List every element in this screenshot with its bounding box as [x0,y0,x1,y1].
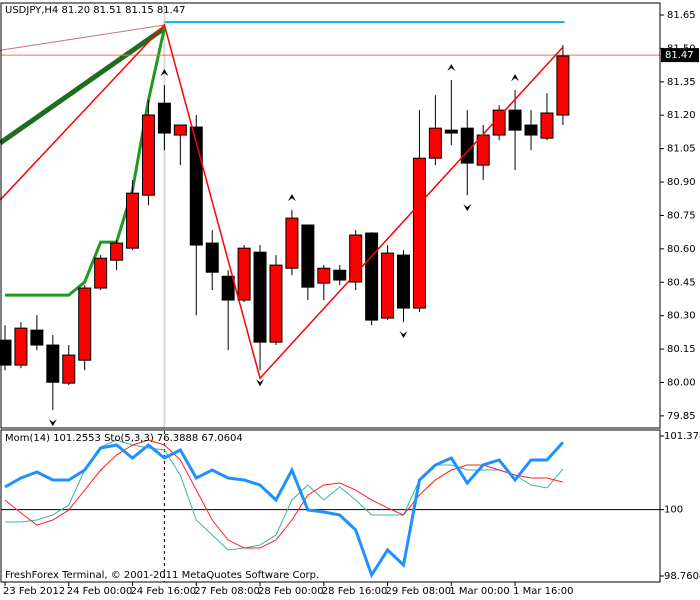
y-tick-label: 80.45 [667,277,696,288]
y-tick-label: 98.7604 [664,571,700,582]
candle-body [141,114,155,196]
candle-body [285,217,299,269]
y-tick-label: 100 [664,505,683,516]
x-tick-label: 28 Feb 00:00 [258,586,324,597]
candle-body [253,251,267,343]
bid-label: 81.47 [665,50,694,61]
candle-body [269,264,283,343]
candle-body [110,242,124,261]
trend-line [0,26,166,146]
fractal-down [463,204,472,212]
candle-body [62,354,76,384]
candle-body [221,275,235,301]
y-tick-label: 81.20 [667,110,696,121]
candle-body [173,124,187,136]
candle-body [94,257,108,289]
zigzag-line [0,23,564,380]
candle-body [237,247,251,301]
candle-body [317,267,331,284]
candle-body [205,242,219,273]
candle-body [157,102,171,134]
fractal-up [287,194,296,202]
y-tick-label: 80.90 [667,177,696,188]
candle-body [428,127,442,159]
trend-line [0,24,165,51]
y-tick-label: 79.85 [667,411,696,422]
indicator-panel [1,431,660,582]
fractal-up [447,64,456,72]
y-tick-label: 80.00 [667,377,696,388]
candle-body [508,109,522,131]
candle-body [412,157,426,309]
candle-body [524,124,538,136]
candle-body [444,129,458,134]
bid-label-box [661,48,699,63]
y-tick-label: 80.75 [667,210,696,221]
x-tick-label: 29 Feb 08:00 [386,586,452,597]
fractal-up [160,69,169,77]
y-tick-label: 81.05 [667,144,696,155]
candle-body [492,109,506,136]
candle-body [46,344,60,383]
main-panel [0,4,660,428]
chart-title: USDJPY,H4 81.20 81.51 81.15 81.47 [5,5,186,16]
candle-body [460,127,474,164]
candle-body [540,112,554,139]
fractal-up [511,74,520,82]
candle-body [301,224,315,288]
x-tick-label: 24 Feb 16:00 [131,586,197,597]
x-tick-label: 28 Feb 16:00 [322,586,388,597]
y-tick-label: 80.60 [667,244,696,255]
candle-body [30,329,44,346]
y-tick-label: 81.65 [667,10,696,21]
indicator-title: Mom(14) 101.2553 Sto(5,3,3) 76.3888 67.0… [5,433,243,444]
indicator-line [4,439,564,549]
y-tick-label: 101.3741 [664,431,700,442]
y-tick-label: 80.30 [667,311,696,322]
x-tick-label: 27 Feb 08:00 [194,586,260,597]
fractal-down [48,419,57,427]
fractal-down [256,379,265,387]
footer: FreshForex Terminal, © 2001-2011 MetaQuo… [5,570,319,581]
candle-body [365,232,379,321]
candle-body [126,192,140,249]
x-tick-label: 23 Feb 2012 [3,586,65,597]
y-tick-label: 81.35 [667,77,696,88]
x-tick-label: 1 Mar 16:00 [513,586,573,597]
candle-body [78,287,92,361]
candle-body [556,55,570,116]
indicator-line [4,441,565,579]
candle-body [381,252,395,319]
candle-body [397,254,410,309]
candle-body [349,234,363,283]
candle-body [0,339,12,366]
indicator-frame [0,429,661,583]
fractal-down [399,331,408,339]
candle-body [14,327,28,366]
y-tick-label: 80.15 [667,344,696,355]
candle-body [333,269,347,281]
x-tick-label: 24 Feb 00:00 [67,586,133,597]
signal-line [5,27,166,297]
x-tick-label: 1 Mar 00:00 [449,586,509,597]
